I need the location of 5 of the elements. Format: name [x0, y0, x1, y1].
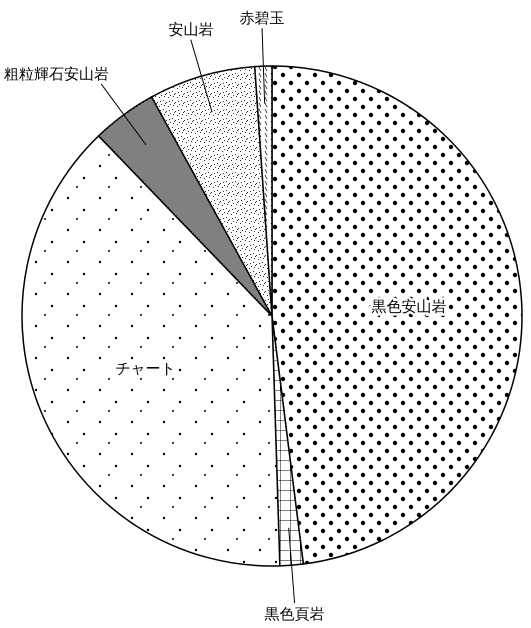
- slice-label: 粗粒輝石安山岩: [4, 65, 109, 84]
- slice-label: 赤碧玉: [240, 9, 285, 28]
- slice-label: 安山岩: [168, 20, 214, 39]
- slice-label: チャート: [115, 359, 176, 378]
- slice-label: 黒色頁岩: [264, 605, 325, 624]
